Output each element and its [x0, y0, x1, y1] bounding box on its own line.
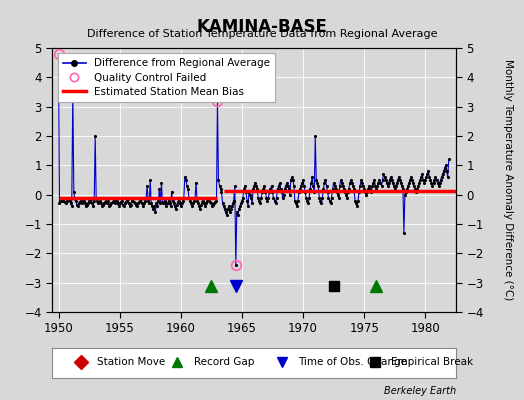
Text: Berkeley Earth: Berkeley Earth [384, 386, 456, 396]
Text: Record Gap: Record Gap [194, 358, 254, 367]
Text: Time of Obs. Change: Time of Obs. Change [299, 358, 408, 367]
Text: Difference of Station Temperature Data from Regional Average: Difference of Station Temperature Data f… [87, 29, 437, 39]
Text: KAMINA-BASE: KAMINA-BASE [196, 18, 328, 36]
Legend: Difference from Regional Average, Quality Control Failed, Estimated Station Mean: Difference from Regional Average, Qualit… [58, 53, 275, 102]
Y-axis label: Monthly Temperature Anomaly Difference (°C): Monthly Temperature Anomaly Difference (… [503, 59, 513, 301]
Text: Station Move: Station Move [97, 358, 165, 367]
Text: Empirical Break: Empirical Break [391, 358, 474, 367]
